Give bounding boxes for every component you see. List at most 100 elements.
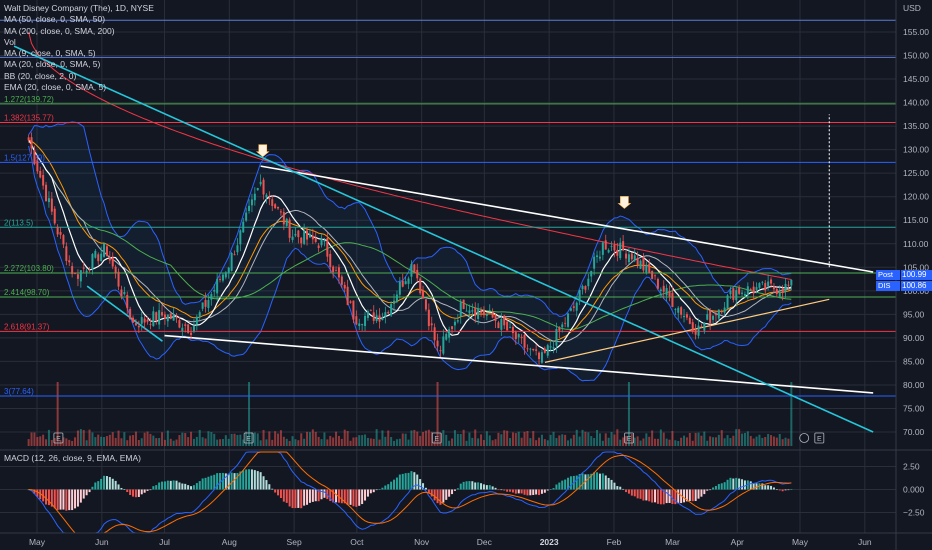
macd-histogram-bar [91,486,94,490]
volume-bar [564,434,567,446]
volume-bar [317,436,320,446]
volume-bar [236,434,239,446]
candle-body [337,267,340,278]
earnings-label: E [627,436,632,443]
down-arrow-marker [255,144,270,158]
candle-body [578,289,581,302]
volume-bar [187,437,190,446]
candle-body [720,311,723,313]
volume-bar [433,440,436,446]
macd-histogram-bar [749,481,752,490]
y-axis-tick-label: 75.00 [903,403,925,413]
volume-bar [790,382,793,446]
candle-body [259,181,262,185]
earnings-marker [624,432,634,444]
macd-histogram-bar [172,480,175,490]
volume-bar [169,438,172,446]
y-axis-tick-label: 115.00 [903,215,929,225]
volume-bar [253,432,256,446]
indicator-ma20[interactable]: MA (20, close, 0, SMA, 5) [4,59,101,70]
macd-histogram-bar [152,486,155,490]
volume-bar [587,432,590,446]
volume-bar [633,437,636,446]
candle-body [610,246,613,247]
volume-bar [74,437,77,446]
volume-bar [100,436,103,446]
macd-histogram-bar [503,489,506,491]
volume-bar [53,438,56,446]
volume-bar [88,429,91,446]
indicator-ma50[interactable]: MA (50, close, 0, SMA, 50) [4,14,106,25]
symbol-title[interactable]: Walt Disney Company (The), 1D, NYSE [4,3,154,13]
indicator-vol[interactable]: Vol [4,36,16,47]
candle-body [114,266,117,273]
volume-bar [175,439,178,446]
fib-level-label: 1.272(139.72) [4,95,54,104]
macd-histogram-bar [398,474,401,490]
candle-body [761,281,764,283]
macd-histogram-bar [738,478,741,490]
candle-body [111,257,114,267]
volume-bar [743,432,746,446]
volume-bar [735,429,738,446]
volume-bar [517,431,520,446]
indicator-ma200[interactable]: MA (200, close, 0, SMA, 200) [4,25,115,36]
volume-bar [210,431,213,446]
macd-histogram-bar [274,489,277,493]
candle-body [393,300,396,304]
candle-body [364,315,367,326]
macd-histogram-bar [79,489,82,503]
volume-bar [120,438,123,446]
candle-body [262,179,265,195]
volume-bar [361,435,364,446]
candle-body [424,299,427,310]
dividend-icon [799,433,810,443]
candle-body [787,284,790,286]
macd-histogram-bar [216,473,219,490]
macd-histogram-bar [456,488,459,490]
candle-body [703,322,706,331]
macd-histogram-bar [424,487,427,490]
volume-bar [569,438,572,446]
volume-bar [192,438,195,446]
macd-histogram-bar [700,489,703,497]
volume-bar [755,436,758,446]
volume-bar [201,437,204,446]
macd-line [28,451,792,534]
candle-body [514,332,517,340]
volume-bar [198,429,201,446]
candle-body [596,255,599,258]
indicator-ema20[interactable]: EMA (20, close, 0, SMA, 5) [4,82,107,93]
indicator-bb[interactable]: BB (20, close, 2, 0) [4,70,77,81]
volume-bar [372,438,375,446]
volume-bar [65,438,68,446]
volume-bar [584,431,587,446]
candle-body [74,273,77,274]
macd-histogram-bar [166,480,169,490]
macd-legend[interactable]: MACD (12, 26, close, 9, EMA, EMA) [4,453,141,463]
macd-histogram-bar [485,485,488,490]
candle-body [103,243,106,257]
candle-body [691,322,694,332]
candle-body [662,285,665,292]
ma9-line [28,140,792,352]
candle-body [558,327,561,331]
candle-body [358,323,361,327]
macd-histogram-bar [604,475,607,490]
candle-body [239,230,242,245]
candle-body [326,238,329,257]
indicator-ma9[interactable]: MA (9, close, 0, SMA, 5) [4,48,96,59]
volume-bar [335,431,338,446]
macd-histogram-bar [683,489,686,503]
candle-body [587,278,590,287]
volume-bar [752,438,755,446]
candle-body [94,250,97,258]
volume-bar [683,435,686,446]
candle-body [184,324,187,326]
candle-body [680,307,683,315]
volume-bar [42,434,45,446]
volume-bar [758,434,761,446]
candle-body [648,263,651,273]
macd-histogram-bar [343,489,346,504]
